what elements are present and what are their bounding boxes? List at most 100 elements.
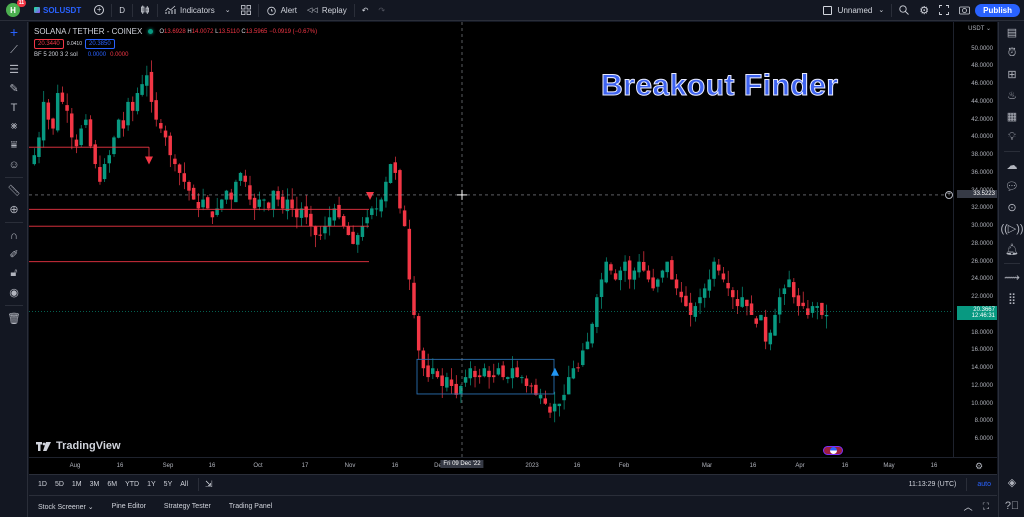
compare-symbol-button[interactable]: + — [89, 0, 109, 21]
messages-button[interactable]: 💬︎ — [999, 176, 1024, 197]
range-1m[interactable]: 1M — [71, 481, 82, 488]
fib-tool[interactable]: ☰ — [0, 60, 28, 79]
search-button[interactable] — [894, 0, 914, 21]
layout-select[interactable]: Unnamed ⌄ — [818, 0, 890, 21]
goto-date-icon[interactable]: ⇲ — [205, 479, 213, 489]
chart-type-button[interactable] — [135, 0, 155, 21]
chats-button[interactable]: ☁ — [999, 155, 1024, 176]
hotlists-button[interactable]: ♨ — [999, 85, 1024, 106]
interval-button[interactable]: D — [119, 5, 126, 15]
layers-icon: ◈ — [1007, 477, 1017, 489]
list-icon: ▤ — [1006, 27, 1018, 39]
undo-button[interactable]: ↶ — [357, 0, 374, 21]
lock-drawing-tool[interactable]: ✐ — [0, 245, 28, 264]
dom-button[interactable]: ⟿ — [999, 267, 1024, 288]
layers-button[interactable]: ◈ — [999, 472, 1024, 493]
range-6m[interactable]: 6M — [107, 481, 118, 488]
lock-all-tool[interactable]: 🔓︎ — [0, 264, 28, 283]
zoom-tool[interactable]: ⊕ — [0, 200, 28, 219]
range-1y[interactable]: 1Y — [147, 481, 156, 488]
fullscreen-button[interactable] — [934, 0, 954, 21]
pattern-tool[interactable]: ⨳ — [0, 117, 28, 136]
panel-tab-1[interactable]: Pine Editor — [111, 502, 146, 510]
range-3m[interactable]: 3M — [89, 481, 100, 488]
order-panel-button[interactable]: ⣿ — [999, 288, 1024, 309]
price-tick: 16.0000 — [971, 347, 993, 354]
prediction-tool[interactable]: ⩸ — [0, 136, 28, 155]
collapse-panel-icon[interactable]: ︿ — [963, 502, 973, 512]
alert-button[interactable]: Alert — [261, 0, 302, 21]
price-axis[interactable]: USDT ⌄ 6.0000 8.0000 10.0000 12.0000 14.0000… — [945, 22, 997, 457]
measure-tool[interactable]: 📏︎ — [0, 181, 28, 200]
range-5d[interactable]: 5D — [54, 481, 64, 488]
help-button[interactable]: ?⃝ — [999, 495, 1024, 516]
crosshair-tool[interactable]: + — [9, 23, 19, 40]
object-tree-button[interactable]: ⊞ — [999, 64, 1024, 85]
redo-button[interactable]: ↷ — [373, 0, 390, 21]
add-alert-plus-icon[interactable]: + — [945, 190, 953, 199]
events-flag[interactable] — [823, 446, 843, 455]
divider — [132, 3, 134, 17]
eye-icon: ◉ — [9, 287, 19, 299]
range-all[interactable]: All — [180, 481, 189, 488]
streams-button[interactable]: ⊙ — [999, 197, 1024, 218]
panel-tab-3[interactable]: Trading Panel — [228, 502, 273, 510]
symbol-title[interactable]: SOLANA / TETHER - COINEX — [34, 27, 143, 36]
price-tick: 14.0000 — [971, 365, 993, 372]
magnet-tool[interactable]: ∩ — [0, 226, 28, 245]
panel-tab-2[interactable]: Strategy Tester — [163, 502, 211, 510]
alerts-button[interactable]: ⏰︎ — [999, 43, 1024, 64]
indicators-button[interactable]: Indicators — [160, 0, 220, 21]
text-tool[interactable]: T — [0, 98, 28, 117]
time-tick: Feb — [618, 463, 630, 469]
templates-button[interactable] — [236, 0, 256, 21]
clock[interactable]: 11:13:29 (UTC) — [908, 481, 957, 488]
indicator-legend[interactable]: BF 5 200 3 2 sol 0.0000 0.0000 — [34, 52, 317, 58]
divider — [5, 305, 23, 306]
range-1d[interactable]: 1D — [38, 481, 47, 488]
watchlist-button[interactable]: ▤ — [999, 22, 1024, 43]
calendar-button[interactable]: ▦ — [999, 106, 1024, 127]
ideas-button[interactable]: 💡︎ — [999, 127, 1024, 148]
time-axis[interactable]: ⚙ Aug 16 Sep 16 Oct 17 Nov 16 De 2023 16 Feb Mar 16 Ap… — [29, 457, 997, 474]
tradingview-logo-icon — [36, 441, 51, 451]
chart-pane[interactable]: SOLANA / TETHER - COINEX O13.6928 H14.00… — [29, 22, 997, 474]
icons-tool[interactable]: ☺ — [0, 155, 28, 174]
currency-select[interactable]: USDT ⌄ — [968, 26, 991, 32]
hide-drawings-tool[interactable]: ◉ — [0, 283, 28, 302]
time-tick: 2023 — [525, 463, 539, 469]
publish-button[interactable]: Publish — [975, 3, 1020, 17]
time-tick: 16 — [116, 463, 124, 469]
spread-value: 0.0410 — [66, 41, 82, 47]
sell-price-button[interactable]: 20.3440 — [34, 39, 64, 49]
replay-button[interactable]: ◁◁ Replay — [307, 5, 347, 15]
price-tick: 8.0000 — [974, 418, 993, 425]
candles-icon — [141, 5, 149, 14]
auto-scale-button[interactable]: auto — [977, 481, 991, 488]
grid-list-icon: ⣿ — [1007, 293, 1017, 305]
price-tick: 40.0000 — [971, 134, 993, 141]
price-tick: 50.0000 — [971, 45, 993, 52]
range-ytd[interactable]: YTD — [125, 481, 140, 488]
range-5y[interactable]: 5Y — [163, 481, 173, 488]
buy-price-button[interactable]: 20.3850 — [85, 39, 115, 49]
price-tick: 12.0000 — [971, 382, 993, 389]
time-tick: 16 — [930, 463, 938, 469]
crosshair-price-label: 33.5223 — [957, 189, 997, 198]
maximize-panel-icon[interactable]: ⛶ — [982, 501, 989, 511]
indicators-dropdown[interactable]: ⌄ — [220, 0, 236, 21]
screenshot-button[interactable] — [954, 0, 975, 21]
last-price-label: 20.3667 12:46:31 — [957, 305, 997, 320]
panel-tab-0[interactable]: Stock Screener ⌄ — [38, 503, 94, 511]
user-avatar[interactable]: H 11 — [6, 0, 26, 17]
brush-tool[interactable]: ✎ — [0, 79, 28, 98]
text-icon: T — [10, 101, 18, 114]
time-axis-settings-icon[interactable]: ⚙ — [975, 461, 984, 471]
settings-button[interactable]: ⚙ — [914, 0, 934, 21]
notifications-button[interactable]: 🔔︎ — [999, 239, 1024, 260]
symbol-search-button[interactable]: SOLUSDT — [34, 6, 81, 15]
remove-drawings-tool[interactable]: 🗑︎ — [0, 309, 28, 328]
broadcast-button[interactable]: ((▷)) — [999, 218, 1024, 239]
trendline-tool[interactable]: ⟋ — [0, 41, 28, 60]
candlestick-chart[interactable] — [29, 22, 953, 457]
